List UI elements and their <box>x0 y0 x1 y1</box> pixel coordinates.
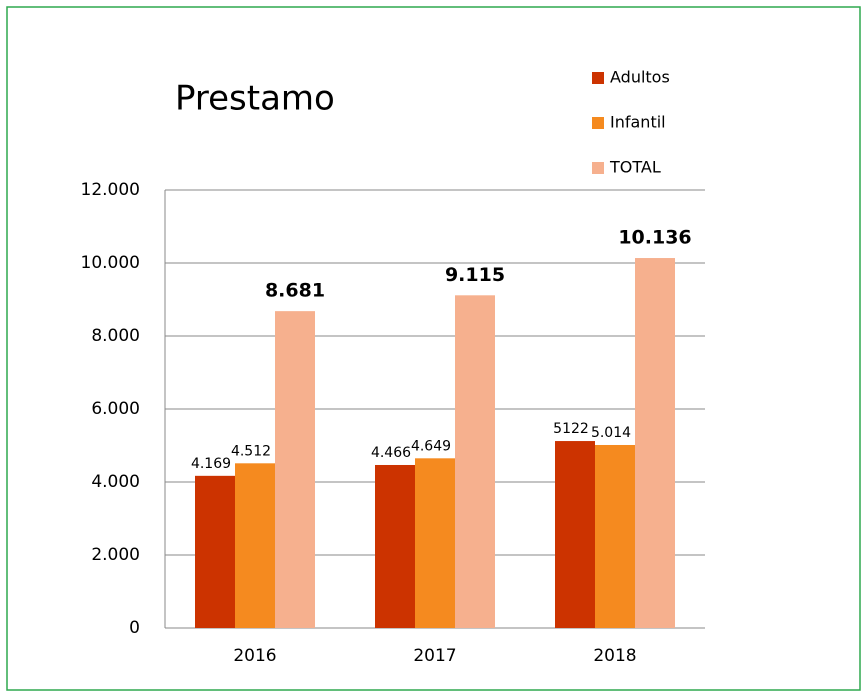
x-tick-label: 2016 <box>233 646 276 666</box>
bar <box>235 463 275 628</box>
bar <box>635 258 675 628</box>
data-label: 4.649 <box>411 438 451 454</box>
bar <box>375 464 415 628</box>
x-tick-label: 2018 <box>593 646 636 666</box>
y-tick-label: 8.000 <box>91 326 140 346</box>
legend-swatch <box>592 117 604 129</box>
legend-swatch <box>592 72 604 84</box>
data-label: 4.169 <box>191 456 231 472</box>
y-tick-label: 0 <box>129 618 140 638</box>
chart-title: Prestamo <box>175 79 335 119</box>
y-tick-label: 4.000 <box>91 472 140 492</box>
bar <box>415 458 455 628</box>
x-tick-label: 2017 <box>413 646 456 666</box>
y-tick-label: 2.000 <box>91 545 140 565</box>
y-tick-label: 6.000 <box>91 399 140 419</box>
data-label: 5122 <box>553 421 589 437</box>
legend-label: Infantil <box>610 113 666 132</box>
y-tick-label: 10.000 <box>81 253 140 273</box>
data-label: 4.512 <box>231 443 271 459</box>
data-label: 8.681 <box>265 280 325 302</box>
bar <box>275 311 315 628</box>
legend-label: Adultos <box>610 68 670 87</box>
legend-label: TOTAL <box>609 158 661 177</box>
bar <box>195 475 235 628</box>
bar <box>595 444 635 628</box>
data-label: 9.115 <box>445 264 505 286</box>
bar <box>555 441 595 628</box>
data-label: 10.136 <box>618 227 691 249</box>
y-tick-label: 12.000 <box>81 180 140 200</box>
data-label: 4.466 <box>371 445 411 461</box>
data-label: 5.014 <box>591 425 631 441</box>
bar <box>455 295 495 628</box>
legend-swatch <box>592 162 604 174</box>
